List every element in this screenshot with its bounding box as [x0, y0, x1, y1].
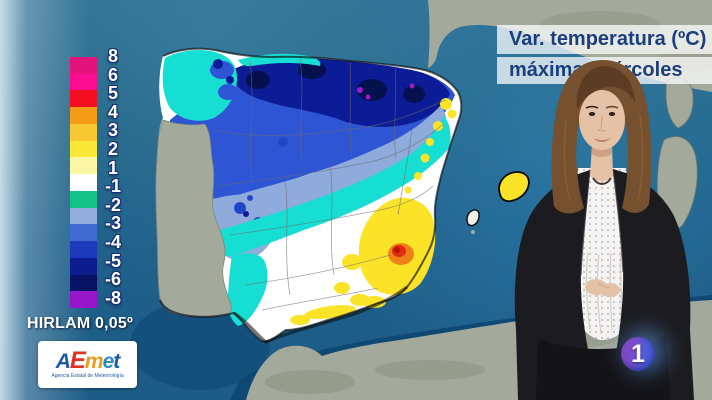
legend-band — [70, 241, 97, 258]
necklace — [592, 177, 612, 185]
legend-band — [70, 257, 97, 275]
legend-label: 8 — [107, 46, 118, 66]
aemet-logo-box: AEmet Agencia Estatal de Meteorología — [38, 341, 137, 388]
channel-1-label: 1 — [631, 339, 645, 368]
legend-band — [70, 190, 97, 208]
legend-label: 2 — [107, 139, 118, 160]
legend-label: 3 — [107, 120, 118, 141]
legend-label: -5 — [104, 250, 121, 271]
legend-band — [70, 157, 97, 175]
legend-label: 4 — [107, 101, 118, 122]
legend-band — [70, 174, 97, 191]
murcia-hotspot — [388, 243, 414, 265]
title-bar-line1: Var. temperatura (ºC) — [497, 25, 712, 54]
presenter-neck — [590, 144, 613, 185]
legend-color-bar — [70, 57, 97, 309]
presenter-blazer — [514, 168, 694, 400]
legend-band — [70, 57, 97, 74]
channel-1-logo: 1 — [621, 337, 655, 371]
legend-label: -3 — [104, 213, 121, 234]
presenter-bangs — [576, 66, 635, 109]
model-label: HIRLAM 0,05º — [27, 315, 134, 332]
south-coast-shadow — [233, 285, 408, 344]
legend-label: 1 — [107, 157, 118, 178]
presenter-hair — [551, 60, 652, 214]
aemet-letter: t — [113, 349, 120, 373]
legend-label: -4 — [104, 232, 121, 253]
aemet-tagline: Agencia Estatal de Meteorología — [51, 372, 124, 379]
aemet-logo-text: AEmet — [55, 348, 121, 373]
legend-band — [70, 107, 97, 124]
aemet-letter: E — [69, 346, 86, 374]
galicia-blue-patches — [210, 59, 238, 100]
province-borders — [214, 57, 446, 311]
portugal-landmass — [155, 119, 232, 317]
coastline — [159, 47, 463, 343]
purple-spots — [357, 83, 415, 100]
title-text-line1: Var. temperatura (ºC) — [509, 28, 707, 50]
legend-label: -6 — [104, 269, 121, 290]
aemet-letter: A — [55, 349, 71, 373]
legend-band — [70, 224, 97, 242]
legend-label: -8 — [104, 287, 121, 308]
legend-band — [70, 90, 97, 108]
aemet-letter: m — [84, 349, 104, 373]
legend-band — [70, 207, 97, 225]
balearic-islands — [466, 171, 530, 234]
legend-band — [70, 123, 97, 141]
presenter-hands — [585, 279, 620, 297]
legend-band — [70, 274, 97, 292]
legend-labels: 8 6 5 4 3 2 1 -1 -2 -3 -4 -5 -6 -8 — [93, 47, 133, 307]
legend-label: -1 — [104, 176, 121, 197]
legend-band — [70, 73, 97, 91]
legend-label: -2 — [104, 194, 121, 215]
legend-label: 6 — [107, 64, 118, 85]
legend-band — [70, 291, 97, 309]
aemet-letter: e — [102, 349, 115, 373]
legend-band — [70, 140, 97, 158]
hair-highlights — [563, 114, 644, 201]
presenter-face — [579, 90, 625, 150]
legend-label: 5 — [107, 83, 118, 104]
